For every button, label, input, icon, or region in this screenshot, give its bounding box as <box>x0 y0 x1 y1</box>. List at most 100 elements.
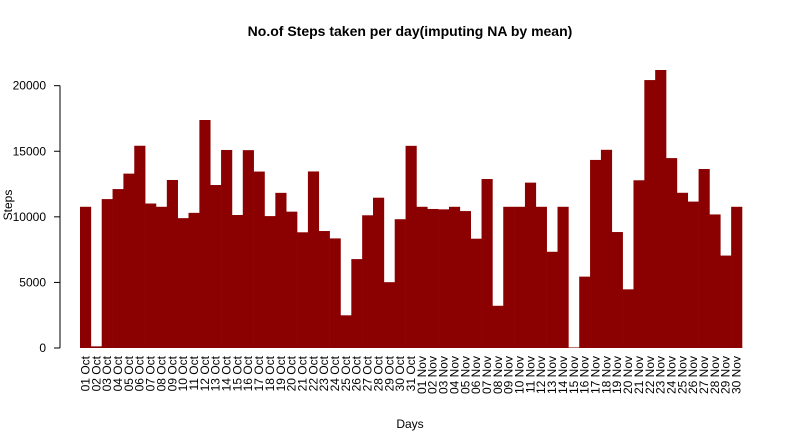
x-tick-label: 20 Oct <box>285 355 299 391</box>
bar <box>492 305 504 348</box>
bar <box>383 282 396 348</box>
x-tick-label: 01 Oct <box>78 355 92 391</box>
bar <box>416 206 428 348</box>
x-tick-label: 22 Oct <box>306 355 320 391</box>
x-tick-label: 27 Nov <box>697 356 711 394</box>
bar <box>188 212 200 348</box>
x-tick-label: 14 Nov <box>556 356 570 394</box>
x-tick-label: 19 Oct <box>274 355 288 391</box>
bar <box>264 216 276 348</box>
bar <box>318 231 330 348</box>
x-tick-label: 21 Nov <box>632 356 646 394</box>
x-tick-label: 13 Oct <box>209 355 223 391</box>
bar <box>90 346 102 348</box>
x-tick-label: 15 Nov <box>567 356 581 394</box>
bar <box>720 255 732 348</box>
x-tick-label: 01 Nov <box>415 356 429 394</box>
x-tick-label: 06 Nov <box>469 356 483 394</box>
bar <box>405 145 417 348</box>
x-tick-label: 20 Nov <box>621 356 635 394</box>
x-tick-label: 25 Oct <box>339 355 353 391</box>
x-tick-label: 16 Oct <box>241 355 255 391</box>
bar <box>307 171 320 348</box>
x-tick-label: 06 Oct <box>133 355 147 391</box>
x-tick-label: 19 Nov <box>610 356 624 394</box>
x-tick-label: 21 Oct <box>295 355 309 391</box>
bar <box>329 238 341 348</box>
x-tick-label: 10 Oct <box>176 355 190 391</box>
x-tick-label: 04 Oct <box>111 355 125 391</box>
bar <box>145 203 157 348</box>
x-tick-label: 07 Nov <box>480 356 494 394</box>
x-tick-label: 31 Oct <box>404 355 418 391</box>
x-tick-label: 11 Nov <box>523 356 537 393</box>
bar <box>166 179 178 348</box>
bar <box>297 232 309 348</box>
x-tick-label: 07 Oct <box>144 355 158 391</box>
x-axis-label: Days <box>396 417 423 431</box>
bar <box>448 206 461 348</box>
x-tick-label: 22 Nov <box>643 356 657 394</box>
x-tick-label: 14 Oct <box>220 355 234 391</box>
bar <box>557 206 569 348</box>
bar <box>503 206 515 348</box>
x-tick-label: 30 Oct <box>393 355 407 391</box>
chart-title: No.of Steps taken per day(imputing NA by… <box>248 23 573 39</box>
bar <box>101 199 113 348</box>
x-tick-label: 26 Oct <box>350 355 364 391</box>
bar <box>600 149 613 348</box>
x-tick-label: 26 Nov <box>686 356 700 394</box>
bar <box>709 214 721 348</box>
x-tick-label: 18 Oct <box>263 355 277 391</box>
bar <box>394 219 406 348</box>
x-tick-label: 24 Nov <box>664 356 678 394</box>
bar <box>611 232 623 348</box>
x-tick-label: 17 Nov <box>588 356 602 394</box>
bar <box>438 209 450 348</box>
x-tick-label: 10 Nov <box>513 356 527 394</box>
bar <box>362 215 374 348</box>
bar <box>427 208 439 348</box>
bar <box>123 173 135 348</box>
x-tick-label: 24 Oct <box>328 355 342 391</box>
bar <box>546 251 558 348</box>
bar <box>568 347 580 348</box>
x-tick-label: 08 Nov <box>491 356 505 394</box>
bar <box>622 289 634 348</box>
bar <box>481 179 493 348</box>
x-tick-label: 05 Nov <box>458 356 472 394</box>
bar <box>155 206 168 348</box>
bar <box>666 158 678 348</box>
x-tick-label: 12 Nov <box>534 356 548 394</box>
bar <box>687 201 699 348</box>
bar <box>221 149 233 348</box>
bar <box>524 182 537 348</box>
y-tick-label: 5000 <box>19 275 46 289</box>
bar <box>134 145 146 348</box>
bar <box>698 169 710 348</box>
y-tick-label: 10000 <box>13 210 47 224</box>
bar <box>655 70 667 348</box>
x-tick-label: 28 Nov <box>708 356 722 394</box>
bar <box>351 259 363 348</box>
bar <box>579 276 591 348</box>
bar <box>590 159 602 348</box>
x-tick-label: 23 Oct <box>317 355 331 391</box>
bar <box>231 215 244 348</box>
x-tick-label: 28 Oct <box>371 355 385 391</box>
x-tick-label: 09 Nov <box>502 356 516 394</box>
x-tick-label: 29 Nov <box>719 356 733 394</box>
x-tick-label: 03 Nov <box>437 356 451 394</box>
x-tick-label: 02 Nov <box>426 356 440 394</box>
x-tick-label: 12 Oct <box>198 355 212 391</box>
x-tick-label: 23 Nov <box>654 356 668 394</box>
bar <box>340 315 352 348</box>
bar <box>514 206 526 348</box>
x-tick-label: 13 Nov <box>545 356 559 394</box>
x-tick-label: 30 Nov <box>730 356 744 394</box>
bar <box>112 189 124 348</box>
bar <box>373 197 385 348</box>
x-tick-label: 04 Nov <box>447 356 461 394</box>
